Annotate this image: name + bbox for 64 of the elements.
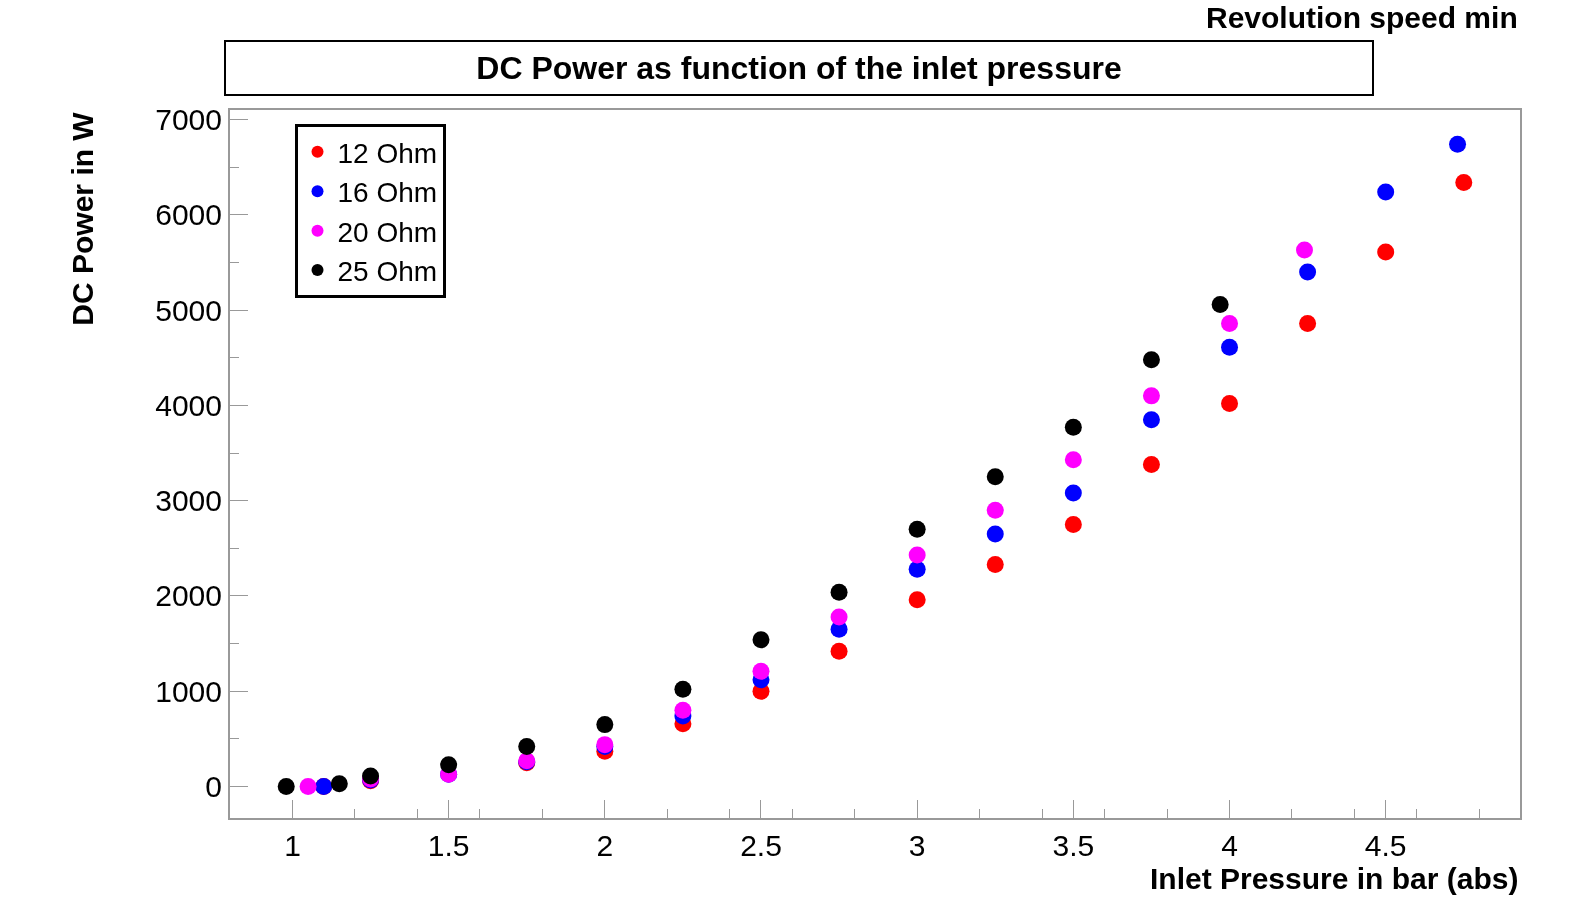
point	[986, 501, 1004, 519]
chart-title: DC Power as function of the inlet pressure	[476, 50, 1122, 86]
point	[1142, 351, 1160, 369]
point	[1142, 411, 1160, 429]
point	[908, 520, 926, 538]
point	[1142, 455, 1160, 473]
y-axis-title: DC Power in W	[65, 111, 99, 326]
y-tick-label: 4000	[155, 388, 222, 422]
point	[986, 556, 1004, 574]
point	[752, 662, 770, 680]
x-tick-label: 3	[908, 829, 926, 862]
x-tick-label: 4.5	[1364, 829, 1407, 862]
point	[1064, 484, 1082, 502]
y-tick-label: 3000	[155, 484, 222, 518]
x-tick-label: 1.5	[427, 829, 470, 862]
point	[1142, 387, 1160, 405]
legend-label: 25 Ohm	[337, 255, 438, 287]
point	[440, 756, 458, 774]
x-tick-label: 2.5	[740, 829, 782, 862]
point	[1221, 394, 1239, 412]
point	[277, 778, 295, 796]
point	[1064, 451, 1082, 469]
point	[1064, 516, 1082, 533]
y-tick-label: 7000	[155, 103, 222, 137]
point	[1299, 263, 1317, 281]
point	[908, 591, 926, 609]
x-axis-title: Inlet Pressure in bar (abs)	[1150, 862, 1519, 895]
point	[1221, 338, 1239, 356]
point	[1377, 183, 1395, 201]
point	[830, 608, 848, 626]
point	[1295, 241, 1313, 259]
y-tick-label: 1000	[155, 674, 222, 708]
y-tick-label: 6000	[155, 198, 222, 232]
point	[1299, 314, 1317, 332]
point	[330, 775, 348, 793]
x-tick-label: 4	[1221, 829, 1238, 862]
point	[518, 738, 536, 756]
point	[1455, 173, 1473, 191]
point	[299, 778, 317, 796]
point	[1064, 418, 1082, 436]
y-tick-label: 2000	[155, 579, 222, 613]
point	[986, 468, 1004, 486]
x-tick-label: 2	[596, 829, 614, 862]
point	[1211, 295, 1229, 313]
point	[1377, 243, 1395, 261]
y-tick-label: 5000	[155, 293, 222, 327]
point	[1221, 314, 1239, 332]
y-tick-label: 0	[205, 770, 222, 804]
x-tick-label: 1	[284, 829, 301, 862]
legend-label: 12 Ohm	[337, 137, 438, 169]
point	[908, 560, 926, 578]
point	[830, 642, 848, 660]
legend-label: 16 Ohm	[337, 177, 438, 209]
point	[674, 680, 692, 698]
point	[830, 583, 848, 601]
point	[596, 716, 614, 734]
point	[1449, 135, 1467, 153]
x-tick-label: 3.5	[1052, 829, 1095, 862]
point	[752, 631, 770, 649]
point	[986, 525, 1004, 543]
point	[908, 546, 926, 564]
legend-label: 20 Ohm	[337, 216, 438, 248]
text: Revolution speed min	[1206, 1, 1518, 34]
point	[674, 701, 692, 719]
